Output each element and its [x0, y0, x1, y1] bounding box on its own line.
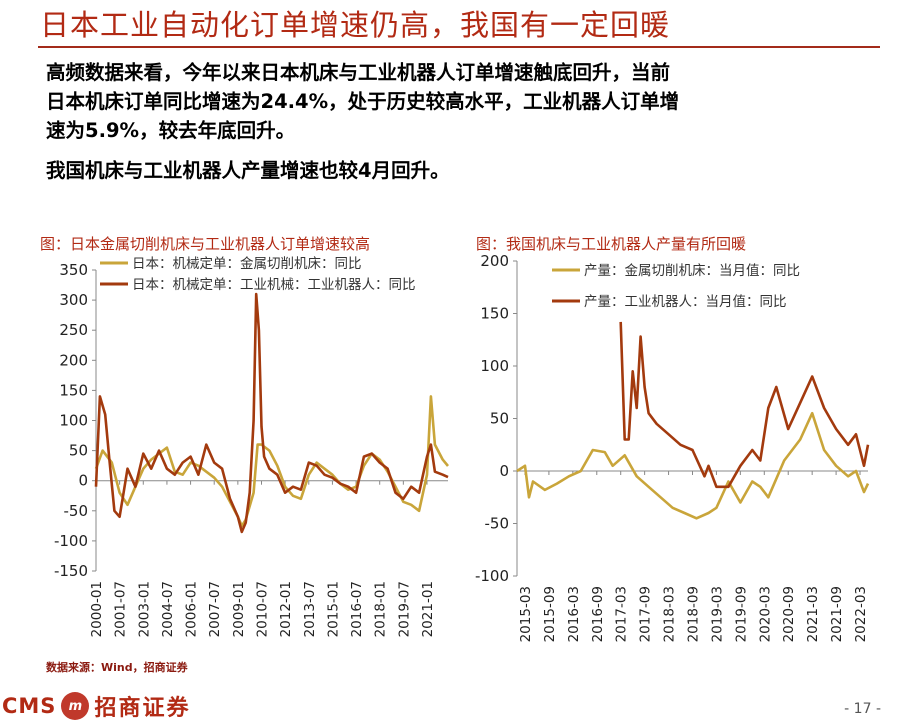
summary-line-2: 日本机床订单同比增速为24.4%，处于历史较高水平，工业机器人订单增	[46, 90, 680, 113]
x-tick-label: 2009-01	[231, 581, 247, 637]
y-tick-label: 150	[480, 305, 509, 323]
company-logo: CMS m 招商证券	[2, 690, 190, 722]
logo-emblem-icon: m	[61, 692, 90, 720]
right-chart-caption: 图：我国机床与工业机器人产量有所回暖	[476, 235, 747, 253]
y-tick-label: -150	[54, 562, 88, 580]
x-tick-label: 2018-03	[662, 586, 678, 642]
x-tick-label: 2016-03	[566, 586, 582, 642]
logo-chinese-text: 招商证券	[94, 696, 191, 721]
y-tick-label: -50	[64, 502, 89, 520]
x-tick-label: 2003-01	[136, 581, 152, 637]
logo-cms-text: CMS	[2, 694, 57, 718]
x-tick-label: 2021-01	[420, 581, 436, 637]
x-tick-label: 2016-07	[349, 581, 365, 637]
y-tick-label: 300	[59, 291, 88, 309]
data-source: 数据来源：Wind，招商证券	[46, 661, 188, 674]
x-tick-label: 2015-01	[325, 581, 341, 637]
page-number: - 17 -	[844, 701, 881, 717]
x-tick-label: 2021-09	[829, 586, 845, 642]
y-tick-label: 50	[69, 442, 88, 460]
left-chart: -150 -100 -50 0 50 100 150 200 250 300 350 2000-01 2…	[54, 256, 450, 637]
legend-label-2: 产量：工业机器人：当月值：同比	[584, 294, 787, 310]
x-tick-label: 2000-01	[89, 581, 105, 637]
x-tick-label: 2015-09	[542, 586, 558, 642]
x-tick-label: 2004-07	[160, 581, 176, 637]
x-tick-label: 2018-09	[686, 586, 702, 642]
summary-line-1: 高频数据来看，今年以来日本机床与工业机器人订单增速触底回升，当前	[46, 61, 671, 84]
y-tick-label: 0	[499, 462, 509, 480]
x-tick-label: 2001-07	[113, 581, 129, 637]
series-line-1	[516, 411, 870, 520]
left-chart-caption: 图：日本金属切削机床与工业机器人订单增速较高	[40, 235, 371, 253]
legend-label-1: 产量：金属切削机床：当月值：同比	[584, 263, 800, 279]
series-line-2	[619, 321, 870, 489]
x-tick-label: 2013-07	[302, 581, 318, 637]
y-tick-label: -50	[485, 515, 510, 533]
x-tick-label: 2019-07	[396, 581, 412, 637]
x-tick-label: 2016-09	[590, 586, 606, 642]
x-tick-label: 2021-03	[805, 586, 821, 642]
page-title: 日本工业自动化订单增速仍高，我国有一定回暖	[40, 8, 671, 42]
title-rule	[38, 46, 880, 48]
y-tick-label: -100	[475, 567, 509, 585]
x-tick-label: 2007-07	[207, 581, 223, 637]
summary-line-3: 速为5.9%，较去年底回升。	[46, 119, 296, 142]
x-tick-label: 2015-03	[518, 586, 534, 642]
x-tick-label: 2018-01	[373, 581, 389, 637]
y-tick-label: 50	[490, 410, 509, 428]
y-tick-label: 100	[59, 412, 88, 430]
x-tick-label: 2022-03	[853, 586, 869, 642]
y-tick-label: 250	[59, 321, 88, 339]
x-tick-label: 2020-03	[757, 586, 773, 642]
series-line-1	[94, 395, 450, 528]
y-tick-label: 350	[59, 261, 88, 279]
x-tick-label: 2010-07	[254, 581, 270, 637]
legend-label-2: 日本：机械定单：工业机械：工业机器人：同比	[132, 277, 416, 293]
x-tick-label: 2017-09	[638, 586, 654, 642]
summary-paragraph: 高频数据来看，今年以来日本机床与工业机器人订单增速触底回升，当前 日本机床订单同…	[46, 58, 876, 145]
y-tick-label: 200	[59, 351, 88, 369]
y-tick-label: 0	[78, 472, 88, 490]
legend-label-1: 日本：机械定单：金属切削机床：同比	[132, 256, 362, 272]
y-tick-label: -100	[54, 532, 88, 550]
series-line-2	[94, 292, 449, 534]
right-chart: -100 -50 0 50 100 150 200 2015-03 2015-09 2016-03…	[475, 252, 870, 642]
x-tick-label: 2006-01	[184, 581, 200, 637]
x-tick-label: 2019-09	[733, 586, 749, 642]
x-tick-label: 2017-03	[614, 586, 630, 642]
y-tick-label: 200	[480, 252, 509, 270]
x-tick-label: 2020-09	[781, 586, 797, 642]
china-paragraph: 我国机床与工业机器人产量增速也较4月回升。	[46, 159, 450, 182]
x-tick-label: 2019-03	[709, 586, 725, 642]
x-tick-label: 2012-01	[278, 581, 294, 637]
y-tick-label: 100	[480, 357, 509, 375]
y-tick-label: 150	[59, 381, 88, 399]
